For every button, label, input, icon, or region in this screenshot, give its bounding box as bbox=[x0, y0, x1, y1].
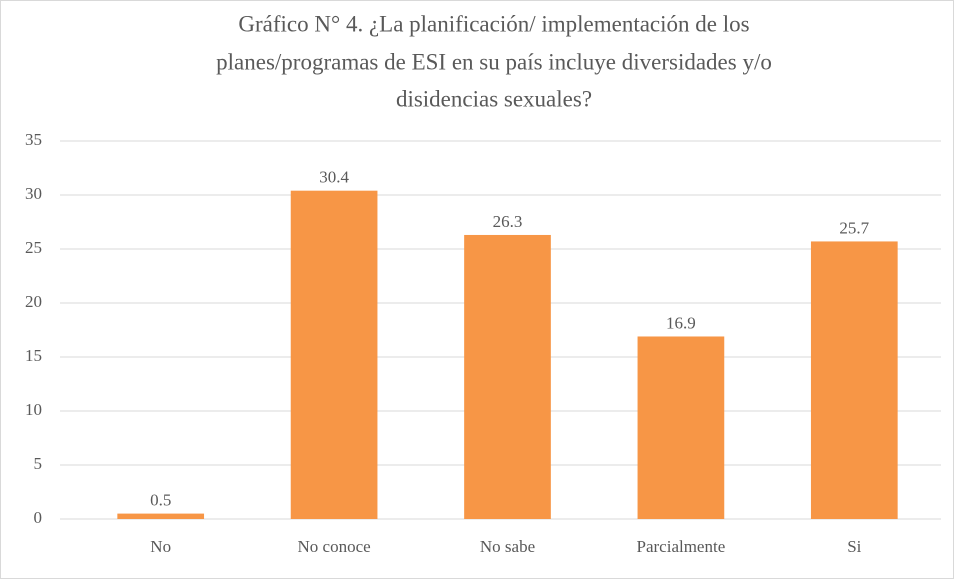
x-tick-label: Si bbox=[847, 537, 861, 556]
bar bbox=[117, 513, 205, 519]
data-label: 0.5 bbox=[150, 491, 171, 510]
y-tick-label: 5 bbox=[34, 454, 43, 473]
y-tick-label: 30 bbox=[25, 184, 42, 203]
data-label: 16.9 bbox=[666, 313, 696, 332]
x-tick-label: No sabe bbox=[480, 537, 535, 556]
y-tick-label: 20 bbox=[25, 292, 42, 311]
bar bbox=[464, 234, 551, 519]
y-tick-label: 35 bbox=[25, 130, 42, 149]
data-label: 26.3 bbox=[493, 212, 523, 231]
x-tick-label: Parcialmente bbox=[637, 537, 726, 556]
chart-title: planes/programas de ESI en su país inclu… bbox=[216, 49, 772, 74]
y-tick-label: 10 bbox=[25, 400, 42, 419]
y-tick-label: 25 bbox=[25, 238, 42, 257]
x-tick-label: No conoce bbox=[298, 537, 371, 556]
x-tick-label: No bbox=[150, 537, 171, 556]
bar bbox=[810, 241, 898, 519]
data-label: 25.7 bbox=[839, 218, 869, 237]
chart-title: disidencias sexuales? bbox=[396, 86, 592, 111]
y-tick-label: 0 bbox=[34, 508, 43, 527]
bar bbox=[290, 190, 378, 519]
bar bbox=[637, 336, 725, 519]
data-label: 30.4 bbox=[319, 168, 349, 187]
chart-title: Gráfico N° 4. ¿La planificación/ impleme… bbox=[238, 11, 749, 36]
y-tick-label: 15 bbox=[25, 346, 42, 365]
